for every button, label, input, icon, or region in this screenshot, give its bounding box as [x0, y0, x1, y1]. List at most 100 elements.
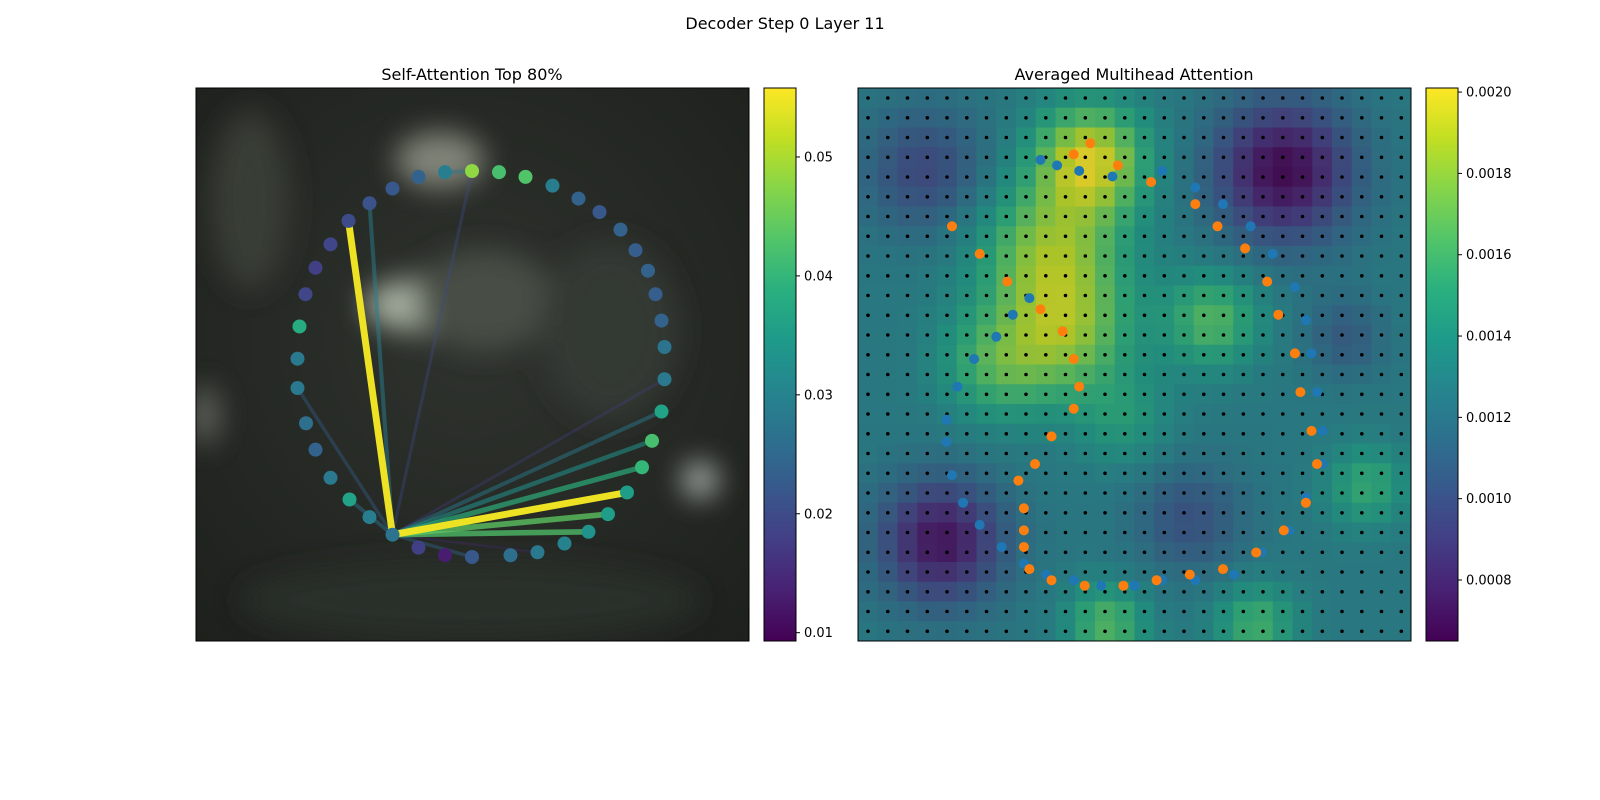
grid-dot: [965, 135, 969, 140]
grid-dot: [1399, 570, 1404, 574]
grid-dot: [1300, 353, 1305, 357]
grid-dot: [1182, 333, 1186, 337]
contour-point: [308, 260, 323, 275]
grid-dot: [1241, 372, 1246, 377]
grid-dot: [1320, 590, 1325, 594]
grid-dot: [1360, 313, 1364, 318]
grid-dot: [1103, 293, 1107, 298]
grid-dot: [1004, 234, 1009, 239]
grid-dot: [866, 116, 870, 120]
grid-dot: [1063, 195, 1068, 199]
grid-dot: [1221, 432, 1226, 436]
grid-dot: [1261, 234, 1265, 239]
series-point: [1046, 431, 1057, 442]
grid-dot: [925, 392, 930, 397]
grid-dot: [1261, 214, 1265, 219]
grid-dot: [1320, 412, 1325, 416]
attention-link: [391, 377, 666, 537]
grid-dot: [925, 333, 930, 337]
grid-dot: [1004, 96, 1009, 100]
grid-dot: [1182, 372, 1186, 377]
grid-dot: [965, 372, 969, 377]
grid-dot: [1379, 372, 1384, 377]
grid-dot: [1360, 570, 1364, 574]
grid-dot: [1182, 175, 1186, 179]
grid-dot: [984, 313, 989, 318]
grid-dot: [1044, 451, 1048, 456]
contour-series: [941, 138, 1328, 591]
grid-dot: [1241, 116, 1246, 120]
grid-dot: [1083, 333, 1088, 337]
grid-dot: [1142, 511, 1147, 515]
grid-dot: [866, 293, 870, 298]
grid-dot: [1300, 234, 1305, 239]
grid-dot: [1063, 590, 1068, 594]
grid-dot: [1044, 353, 1048, 357]
grid-dot: [1281, 550, 1285, 555]
grid-dot: [1320, 491, 1325, 495]
series-point: [1240, 243, 1251, 254]
series-point: [1035, 304, 1046, 315]
grid-dot: [866, 313, 870, 318]
grid-dot: [1024, 175, 1028, 179]
grid-dot: [1004, 550, 1009, 555]
grid-dot: [1241, 412, 1246, 416]
grid-dot: [1162, 274, 1167, 278]
series-point: [1300, 497, 1311, 508]
grid-dot: [1320, 175, 1325, 179]
grid-dot: [1182, 451, 1186, 456]
grid-dot: [1281, 116, 1285, 120]
series-point: [974, 248, 985, 259]
contour-point: [290, 351, 305, 366]
grid-dot: [925, 214, 930, 219]
grid-dot: [1360, 491, 1364, 495]
grid-dot: [1103, 313, 1107, 318]
grid-dot: [1182, 590, 1186, 594]
grid-dot: [1024, 234, 1028, 239]
grid-dot: [905, 511, 910, 515]
grid-dot: [1241, 214, 1246, 219]
grid-dot: [886, 234, 890, 239]
grid-dot: [984, 451, 989, 456]
grid-dot: [1083, 530, 1088, 535]
grid-dot: [1221, 550, 1226, 555]
grid-dot: [984, 491, 989, 495]
grid-dot: [1142, 471, 1147, 476]
grid-dot: [984, 590, 989, 594]
grid-dot: [1123, 135, 1127, 140]
grid-dot: [1024, 333, 1028, 337]
grid-dot: [945, 511, 949, 515]
grid-dot: [1162, 135, 1167, 140]
grid-dot: [965, 491, 969, 495]
series-point: [1007, 309, 1018, 320]
grid-dot: [1300, 530, 1305, 535]
series-point: [1018, 542, 1029, 552]
grid-dot: [1399, 353, 1404, 357]
grid-dot: [1300, 214, 1305, 219]
grid-dot: [1083, 234, 1088, 239]
grid-dot: [905, 155, 910, 160]
grid-dot: [1202, 491, 1206, 495]
grid-dot: [984, 175, 989, 179]
grid-dot: [1024, 372, 1028, 377]
grid-dot: [1083, 432, 1088, 436]
grid-dot: [925, 274, 930, 278]
grid-dot: [945, 451, 949, 456]
grid-dot: [945, 116, 949, 120]
grid-dot: [866, 629, 870, 634]
grid-dot: [1360, 155, 1364, 160]
grid-dot: [1063, 353, 1068, 357]
grid-dot: [1281, 353, 1285, 357]
grid-dot: [1083, 570, 1088, 574]
grid-dot: [1123, 570, 1127, 574]
grid-dot: [1300, 293, 1305, 298]
grid-dot: [1044, 333, 1048, 337]
grid-dot: [1142, 392, 1147, 397]
grid-dot: [1142, 530, 1147, 535]
grid-dot: [886, 511, 890, 515]
series-point: [1190, 199, 1201, 210]
grid-dot: [1202, 116, 1206, 120]
grid-dot: [1044, 96, 1048, 100]
grid-dot: [1221, 590, 1226, 594]
grid-dots: [866, 96, 1404, 634]
